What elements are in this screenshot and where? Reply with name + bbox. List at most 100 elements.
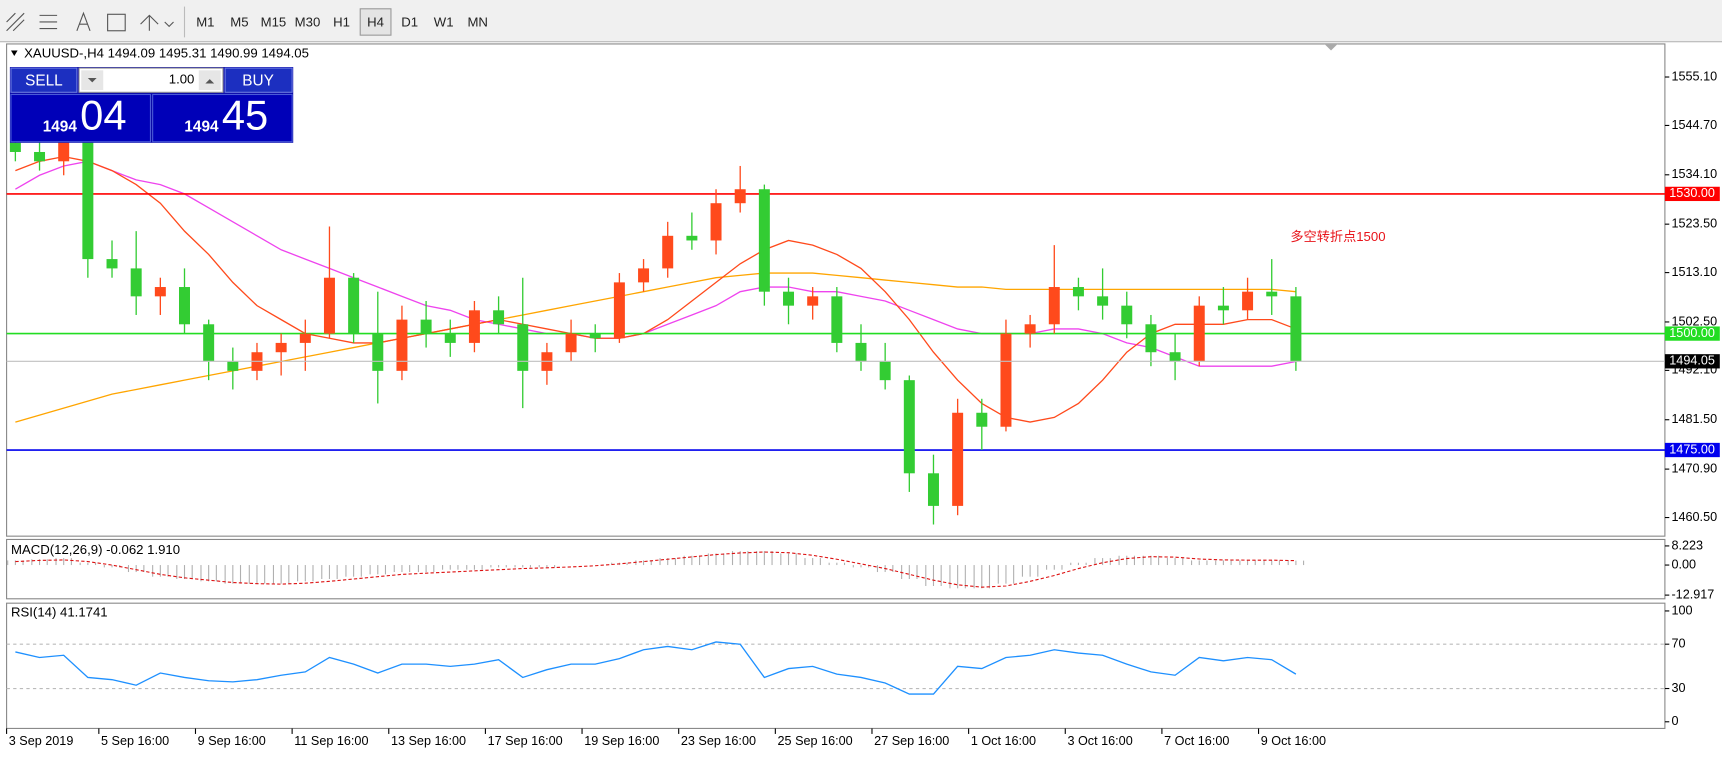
- x-tick-label: 27 Sep 16:00: [874, 734, 949, 748]
- candle-body: [106, 259, 118, 269]
- candle-body: [9, 142, 21, 152]
- symbol-info: XAUUSD-,H4 1494.09 1495.31 1490.99 1494.…: [24, 45, 309, 60]
- x-tick-label: 5 Sep 16:00: [101, 734, 169, 748]
- buy-price-box[interactable]: [152, 93, 293, 143]
- candle-body: [444, 333, 456, 343]
- level-label: 1500.00: [1669, 326, 1715, 340]
- lots-up-arrow: [205, 79, 215, 84]
- current-price-label: 1494.05: [1669, 354, 1715, 368]
- candle-body: [517, 324, 529, 371]
- current-price-box: [1664, 354, 1720, 369]
- macd-panel: [6, 538, 1666, 600]
- candle-body: [179, 287, 190, 325]
- icon-arrows[interactable]: [140, 14, 174, 31]
- y-tick-label: 0: [1671, 714, 1678, 728]
- candle-body: [420, 319, 432, 334]
- candle-body: [613, 282, 625, 339]
- candle-body: [1266, 291, 1278, 297]
- sell-price-box[interactable]: [10, 93, 152, 143]
- moving-average: [15, 160, 1297, 367]
- timeframe-button[interactable]: M30: [295, 15, 321, 30]
- y-tick-label: 30: [1671, 681, 1685, 695]
- timeframe-button[interactable]: H1: [333, 15, 350, 30]
- macd-signal: [15, 551, 1296, 588]
- timeframe-button[interactable]: H4: [367, 15, 384, 30]
- buy-price-pips: 45: [222, 92, 268, 139]
- y-tick-label: 1544.70: [1671, 118, 1717, 132]
- macd-label: MACD(12,26,9) -0.062 1.910: [11, 542, 180, 557]
- candle-body: [323, 277, 335, 334]
- rsi-line: [15, 641, 1297, 695]
- toolbar-icons: [6, 11, 174, 32]
- x-tick-label: 1 Oct 16:00: [971, 734, 1036, 748]
- lots-value[interactable]: 1.00: [169, 72, 195, 87]
- macd-chart: 8.223 0.00 -12.917: [7, 538, 1714, 601]
- candle-body: [903, 380, 915, 474]
- timeframe-button[interactable]: D1: [401, 15, 418, 30]
- candle-body: [662, 235, 674, 269]
- timeframe-active: [359, 8, 392, 36]
- timeframe-button[interactable]: W1: [434, 15, 454, 30]
- icon-text[interactable]: [76, 11, 91, 31]
- candle-body: [299, 333, 311, 343]
- sell-label[interactable]: SELL: [25, 72, 63, 89]
- icon-label[interactable]: [107, 13, 126, 32]
- candle-body: [34, 151, 46, 162]
- timeframe-button[interactable]: MN: [467, 15, 487, 30]
- y-tick-label: 1534.10: [1671, 167, 1717, 181]
- y-tick-label: 1481.50: [1671, 412, 1717, 426]
- level-label-box: [1664, 326, 1720, 341]
- timeframe-button[interactable]: M15: [261, 15, 287, 30]
- candle-body: [638, 268, 650, 283]
- candle-body: [1290, 296, 1302, 362]
- candle-body: [589, 333, 601, 339]
- shift-marker: [1324, 43, 1338, 51]
- candle-body: [275, 342, 287, 353]
- x-tick-label: 3 Sep 2019: [9, 734, 74, 748]
- x-tick-label: 7 Oct 16:00: [1164, 734, 1229, 748]
- rsi-chart: 100 70 30 0: [6, 603, 1693, 728]
- icon-fibo[interactable]: [39, 14, 58, 30]
- candle-body: [758, 189, 770, 292]
- candle-body: [348, 277, 360, 334]
- x-tick-label: 9 Oct 16:00: [1261, 734, 1326, 748]
- toolbar: [0, 0, 1722, 42]
- buy-label[interactable]: BUY: [242, 72, 274, 89]
- candle-body: [468, 310, 480, 343]
- x-tick-label: 11 Sep 16:00: [294, 734, 368, 748]
- candle-body: [1121, 305, 1133, 325]
- lots-down-arrow: [87, 78, 97, 83]
- y-tick-label: 70: [1671, 637, 1685, 651]
- candle-body: [807, 296, 819, 306]
- buy-button[interactable]: [224, 67, 293, 93]
- y-tick-label: 1555.10: [1671, 69, 1717, 83]
- candle-body: [710, 203, 722, 241]
- annotation: 多空转折点1500: [1290, 228, 1385, 244]
- candle-body: [686, 235, 698, 241]
- candle-body: [1169, 352, 1181, 362]
- candle-body: [1097, 296, 1109, 306]
- moving-average: [15, 155, 1297, 423]
- y-tick-label: 0.00: [1671, 557, 1696, 571]
- rsi-label: RSI(14) 41.1741: [11, 605, 108, 620]
- x-tick-label: 19 Sep 16:00: [584, 734, 659, 748]
- timeframe-button[interactable]: M1: [196, 15, 214, 30]
- candle-body: [1000, 333, 1012, 427]
- candle-body: [855, 342, 867, 362]
- x-tick-label: 25 Sep 16:00: [778, 734, 853, 748]
- candle-body: [372, 333, 384, 371]
- candle-body: [154, 287, 166, 297]
- timeframe-button[interactable]: M5: [230, 15, 248, 30]
- icon-lines[interactable]: [6, 12, 25, 32]
- sell-button[interactable]: [10, 67, 78, 93]
- x-tick-label: 17 Sep 16:00: [488, 734, 563, 748]
- candle-body: [976, 412, 988, 427]
- level-label-box: [1664, 442, 1720, 458]
- candle-body: [1145, 324, 1157, 353]
- level-label: 1530.00: [1669, 186, 1715, 200]
- candle-body: [1072, 287, 1084, 297]
- candle-body: [952, 412, 964, 506]
- collapse-arrow[interactable]: [10, 50, 18, 57]
- y-tick-label: 1470.90: [1671, 461, 1717, 475]
